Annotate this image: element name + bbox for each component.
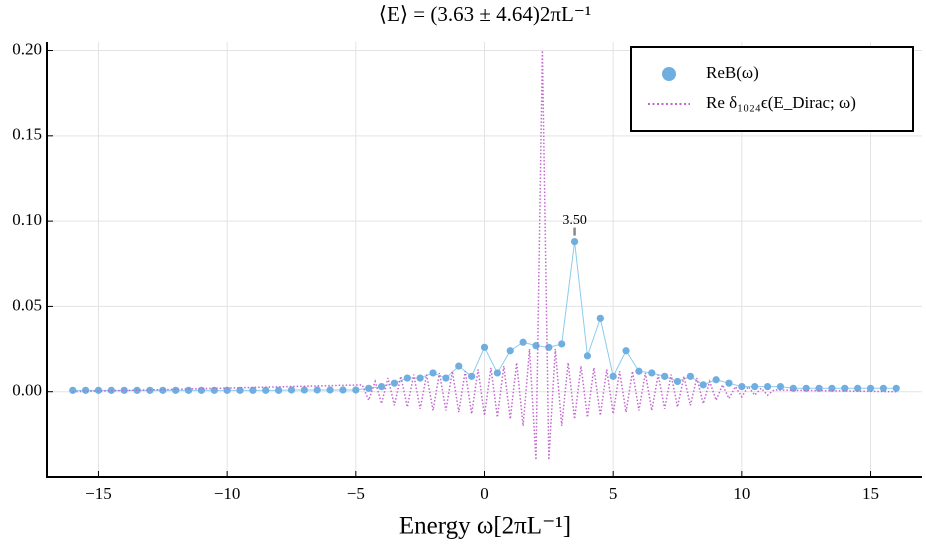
point bbox=[493, 369, 501, 377]
y-tick-label: 0.00 bbox=[12, 381, 42, 400]
point bbox=[545, 343, 553, 351]
point bbox=[699, 381, 707, 389]
chart-title: ⟨E⟩ = (3.63 ± 4.64)2πL⁻¹ bbox=[379, 2, 591, 26]
point bbox=[120, 386, 128, 394]
y-tick-label: 0.15 bbox=[12, 125, 42, 144]
point bbox=[558, 340, 566, 348]
point bbox=[210, 386, 218, 394]
point bbox=[506, 347, 514, 355]
x-tick-label: −15 bbox=[85, 484, 112, 503]
point bbox=[403, 374, 411, 382]
point bbox=[480, 343, 489, 351]
point bbox=[725, 379, 733, 387]
point bbox=[352, 386, 360, 394]
legend-label: ReB(ω) bbox=[706, 63, 759, 82]
point bbox=[275, 386, 283, 394]
x-axis-label: Energy ω[2πL⁻¹] bbox=[399, 513, 571, 540]
y-tick-label: 0.05 bbox=[12, 295, 42, 314]
point bbox=[300, 386, 308, 394]
point bbox=[69, 386, 77, 394]
point bbox=[686, 372, 694, 380]
point bbox=[841, 384, 849, 392]
x-tick-label: 5 bbox=[609, 484, 618, 503]
point bbox=[815, 384, 823, 392]
legend-box bbox=[630, 46, 914, 132]
point bbox=[648, 369, 656, 377]
point bbox=[416, 374, 424, 382]
point bbox=[776, 382, 785, 391]
point bbox=[159, 386, 167, 394]
point bbox=[377, 382, 386, 391]
point bbox=[442, 374, 450, 382]
annotation: 3.50 bbox=[562, 213, 587, 228]
point bbox=[570, 237, 579, 246]
point bbox=[429, 369, 437, 377]
point bbox=[673, 377, 682, 386]
point bbox=[172, 386, 180, 394]
legend-label: Re δ₁₀₂₄ϵ(E_Dirac; ω) bbox=[706, 93, 856, 112]
point bbox=[738, 382, 746, 391]
y-tick-label: 0.10 bbox=[12, 210, 42, 229]
point bbox=[468, 372, 476, 380]
x-tick-label: −10 bbox=[214, 484, 241, 503]
point bbox=[339, 386, 347, 394]
y-tick-label: 0.20 bbox=[12, 39, 42, 58]
point bbox=[879, 384, 887, 392]
legend-swatch bbox=[662, 67, 676, 81]
point bbox=[94, 386, 103, 394]
point bbox=[287, 386, 296, 394]
point bbox=[828, 384, 836, 392]
point bbox=[789, 384, 797, 392]
point bbox=[82, 386, 90, 394]
point bbox=[609, 372, 617, 380]
point bbox=[197, 386, 206, 394]
point bbox=[326, 386, 334, 394]
x-tick-label: 0 bbox=[480, 484, 489, 503]
point bbox=[390, 379, 399, 387]
point bbox=[596, 314, 604, 322]
point bbox=[365, 384, 373, 392]
point bbox=[583, 352, 592, 360]
point bbox=[892, 384, 900, 392]
point bbox=[854, 384, 862, 392]
x-tick-label: 15 bbox=[862, 484, 879, 503]
point bbox=[712, 376, 720, 384]
point bbox=[455, 362, 463, 370]
point bbox=[532, 342, 540, 350]
point bbox=[763, 382, 772, 391]
point bbox=[866, 384, 875, 392]
point bbox=[249, 386, 257, 394]
point bbox=[313, 386, 321, 394]
point bbox=[223, 386, 231, 394]
point bbox=[622, 347, 630, 355]
x-tick-label: −5 bbox=[347, 484, 365, 503]
point bbox=[519, 338, 527, 346]
series-line bbox=[72, 50, 897, 460]
point bbox=[184, 386, 193, 394]
point bbox=[262, 386, 270, 394]
point bbox=[661, 372, 669, 380]
x-tick-label: 10 bbox=[733, 484, 750, 503]
point bbox=[751, 382, 759, 391]
point bbox=[635, 367, 643, 375]
